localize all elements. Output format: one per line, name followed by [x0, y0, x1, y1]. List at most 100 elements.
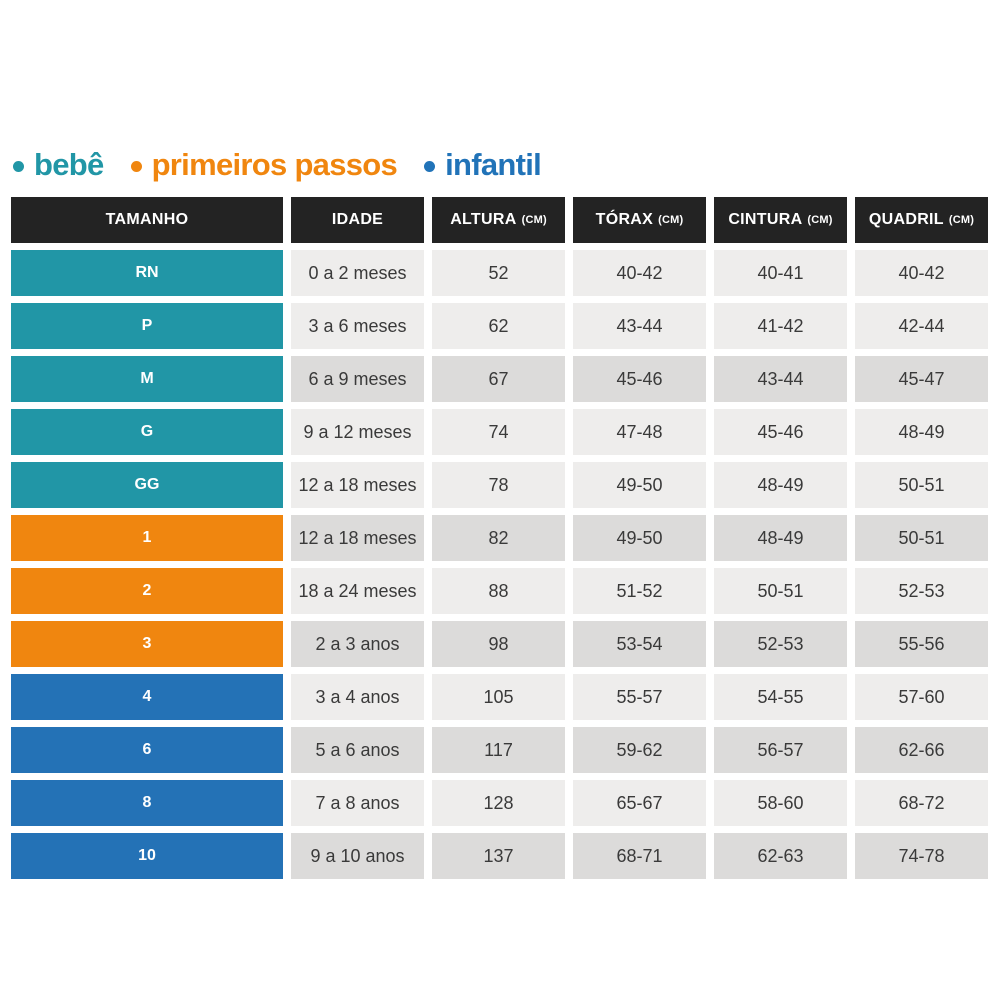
quadril-cell: 55-56	[855, 621, 988, 667]
quadril-cell: 50-51	[855, 462, 988, 508]
torax-cell: 59-62	[573, 727, 706, 773]
table-header-row: TAMANHO IDADE ALTURA (CM) TÓRAX (CM) CINTURA (C…	[11, 197, 988, 243]
size-cell: M	[11, 356, 283, 402]
idade-cell: 6 a 9 meses	[291, 356, 424, 402]
torax-cell: 43-44	[573, 303, 706, 349]
torax-cell: 47-48	[573, 409, 706, 455]
quadril-cell: 48-49	[855, 409, 988, 455]
table-row-rn: RN 0 a 2 meses 52 40-42 40-41 40-42	[11, 250, 988, 296]
size-cell: 1	[11, 515, 283, 561]
altura-cell: 98	[432, 621, 565, 667]
column-header-torax: TÓRAX (CM)	[573, 197, 706, 243]
altura-cell: 137	[432, 833, 565, 879]
quadril-cell: 50-51	[855, 515, 988, 561]
legend-label-bebe: bebê	[34, 147, 104, 182]
idade-cell: 3 a 4 anos	[291, 674, 424, 720]
quadril-cell: 62-66	[855, 727, 988, 773]
legend-bullet-icon	[130, 161, 142, 172]
idade-cell: 12 a 18 meses	[291, 515, 424, 561]
torax-cell: 55-57	[573, 674, 706, 720]
altura-cell: 128	[432, 780, 565, 826]
cintura-cell: 56-57	[714, 727, 847, 773]
size-cell: 10	[11, 833, 283, 879]
legend-item-primeiros-passos: primeiros passos	[130, 147, 398, 183]
column-header-unit: (CM)	[521, 214, 547, 226]
altura-cell: 117	[432, 727, 565, 773]
size-cell: 4	[11, 674, 283, 720]
quadril-cell: 45-47	[855, 356, 988, 402]
altura-cell: 82	[432, 515, 565, 561]
column-header-label: TAMANHO	[105, 211, 189, 228]
cintura-cell: 43-44	[714, 356, 847, 402]
torax-cell: 40-42	[573, 250, 706, 296]
idade-cell: 5 a 6 anos	[291, 727, 424, 773]
category-legend: bebê primeiros passos infantil	[13, 146, 988, 184]
quadril-cell: 42-44	[855, 303, 988, 349]
idade-cell: 0 a 2 meses	[291, 250, 424, 296]
altura-cell: 67	[432, 356, 565, 402]
column-header-altura: ALTURA (CM)	[432, 197, 565, 243]
column-header-label: ALTURA	[450, 211, 517, 228]
torax-cell: 53-54	[573, 621, 706, 667]
column-header-tamanho: TAMANHO	[11, 197, 283, 243]
quadril-cell: 40-42	[855, 250, 988, 296]
table-row-10: 10 9 a 10 anos 137 68-71 62-63 74-78	[11, 833, 988, 879]
quadril-cell: 74-78	[855, 833, 988, 879]
cintura-cell: 52-53	[714, 621, 847, 667]
cintura-cell: 48-49	[714, 462, 847, 508]
column-header-unit: (CM)	[807, 214, 833, 226]
column-header-label: QUADRIL	[868, 211, 944, 228]
cintura-cell: 41-42	[714, 303, 847, 349]
column-header-unit: (CM)	[658, 214, 684, 226]
quadril-cell: 57-60	[855, 674, 988, 720]
torax-cell: 49-50	[573, 462, 706, 508]
cintura-cell: 45-46	[714, 409, 847, 455]
idade-cell: 2 a 3 anos	[291, 621, 424, 667]
altura-cell: 74	[432, 409, 565, 455]
altura-cell: 88	[432, 568, 565, 614]
cintura-cell: 50-51	[714, 568, 847, 614]
legend-label-infantil: infantil	[445, 147, 542, 182]
torax-cell: 45-46	[573, 356, 706, 402]
size-cell: GG	[11, 462, 283, 508]
idade-cell: 18 a 24 meses	[291, 568, 424, 614]
altura-cell: 52	[432, 250, 565, 296]
table-row-1: 1 12 a 18 meses 82 49-50 48-49 50-51	[11, 515, 988, 561]
column-header-unit: (CM)	[948, 214, 975, 226]
column-header-label: CINTURA	[728, 211, 803, 228]
column-header-label: IDADE	[331, 211, 384, 228]
idade-cell: 9 a 10 anos	[291, 833, 424, 879]
table-row-2: 2 18 a 24 meses 88 51-52 50-51 52-53	[11, 568, 988, 614]
size-cell: G	[11, 409, 283, 455]
idade-cell: 3 a 6 meses	[291, 303, 424, 349]
cintura-cell: 40-41	[714, 250, 847, 296]
column-header-label: TÓRAX	[595, 211, 654, 228]
legend-item-infantil: infantil	[424, 147, 542, 183]
idade-cell: 7 a 8 anos	[291, 780, 424, 826]
column-header-cintura: CINTURA (CM)	[714, 197, 847, 243]
quadril-cell: 52-53	[855, 568, 988, 614]
cintura-cell: 62-63	[714, 833, 847, 879]
size-cell: RN	[11, 250, 283, 296]
size-cell: 3	[11, 621, 283, 667]
torax-cell: 65-67	[573, 780, 706, 826]
size-cell: 8	[11, 780, 283, 826]
torax-cell: 49-50	[573, 515, 706, 561]
size-table: TAMANHO IDADE ALTURA (CM) TÓRAX (CM) CINTURA (C…	[11, 197, 988, 879]
table-row-gg: GG 12 a 18 meses 78 49-50 48-49 50-51	[11, 462, 988, 508]
quadril-cell: 68-72	[855, 780, 988, 826]
torax-cell: 51-52	[573, 568, 706, 614]
altura-cell: 105	[432, 674, 565, 720]
idade-cell: 12 a 18 meses	[291, 462, 424, 508]
torax-cell: 68-71	[573, 833, 706, 879]
altura-cell: 62	[432, 303, 565, 349]
legend-bullet-icon	[424, 161, 436, 172]
altura-cell: 78	[432, 462, 565, 508]
size-chart-page: bebê primeiros passos infantil TAMANHO IDAD…	[11, 146, 988, 879]
